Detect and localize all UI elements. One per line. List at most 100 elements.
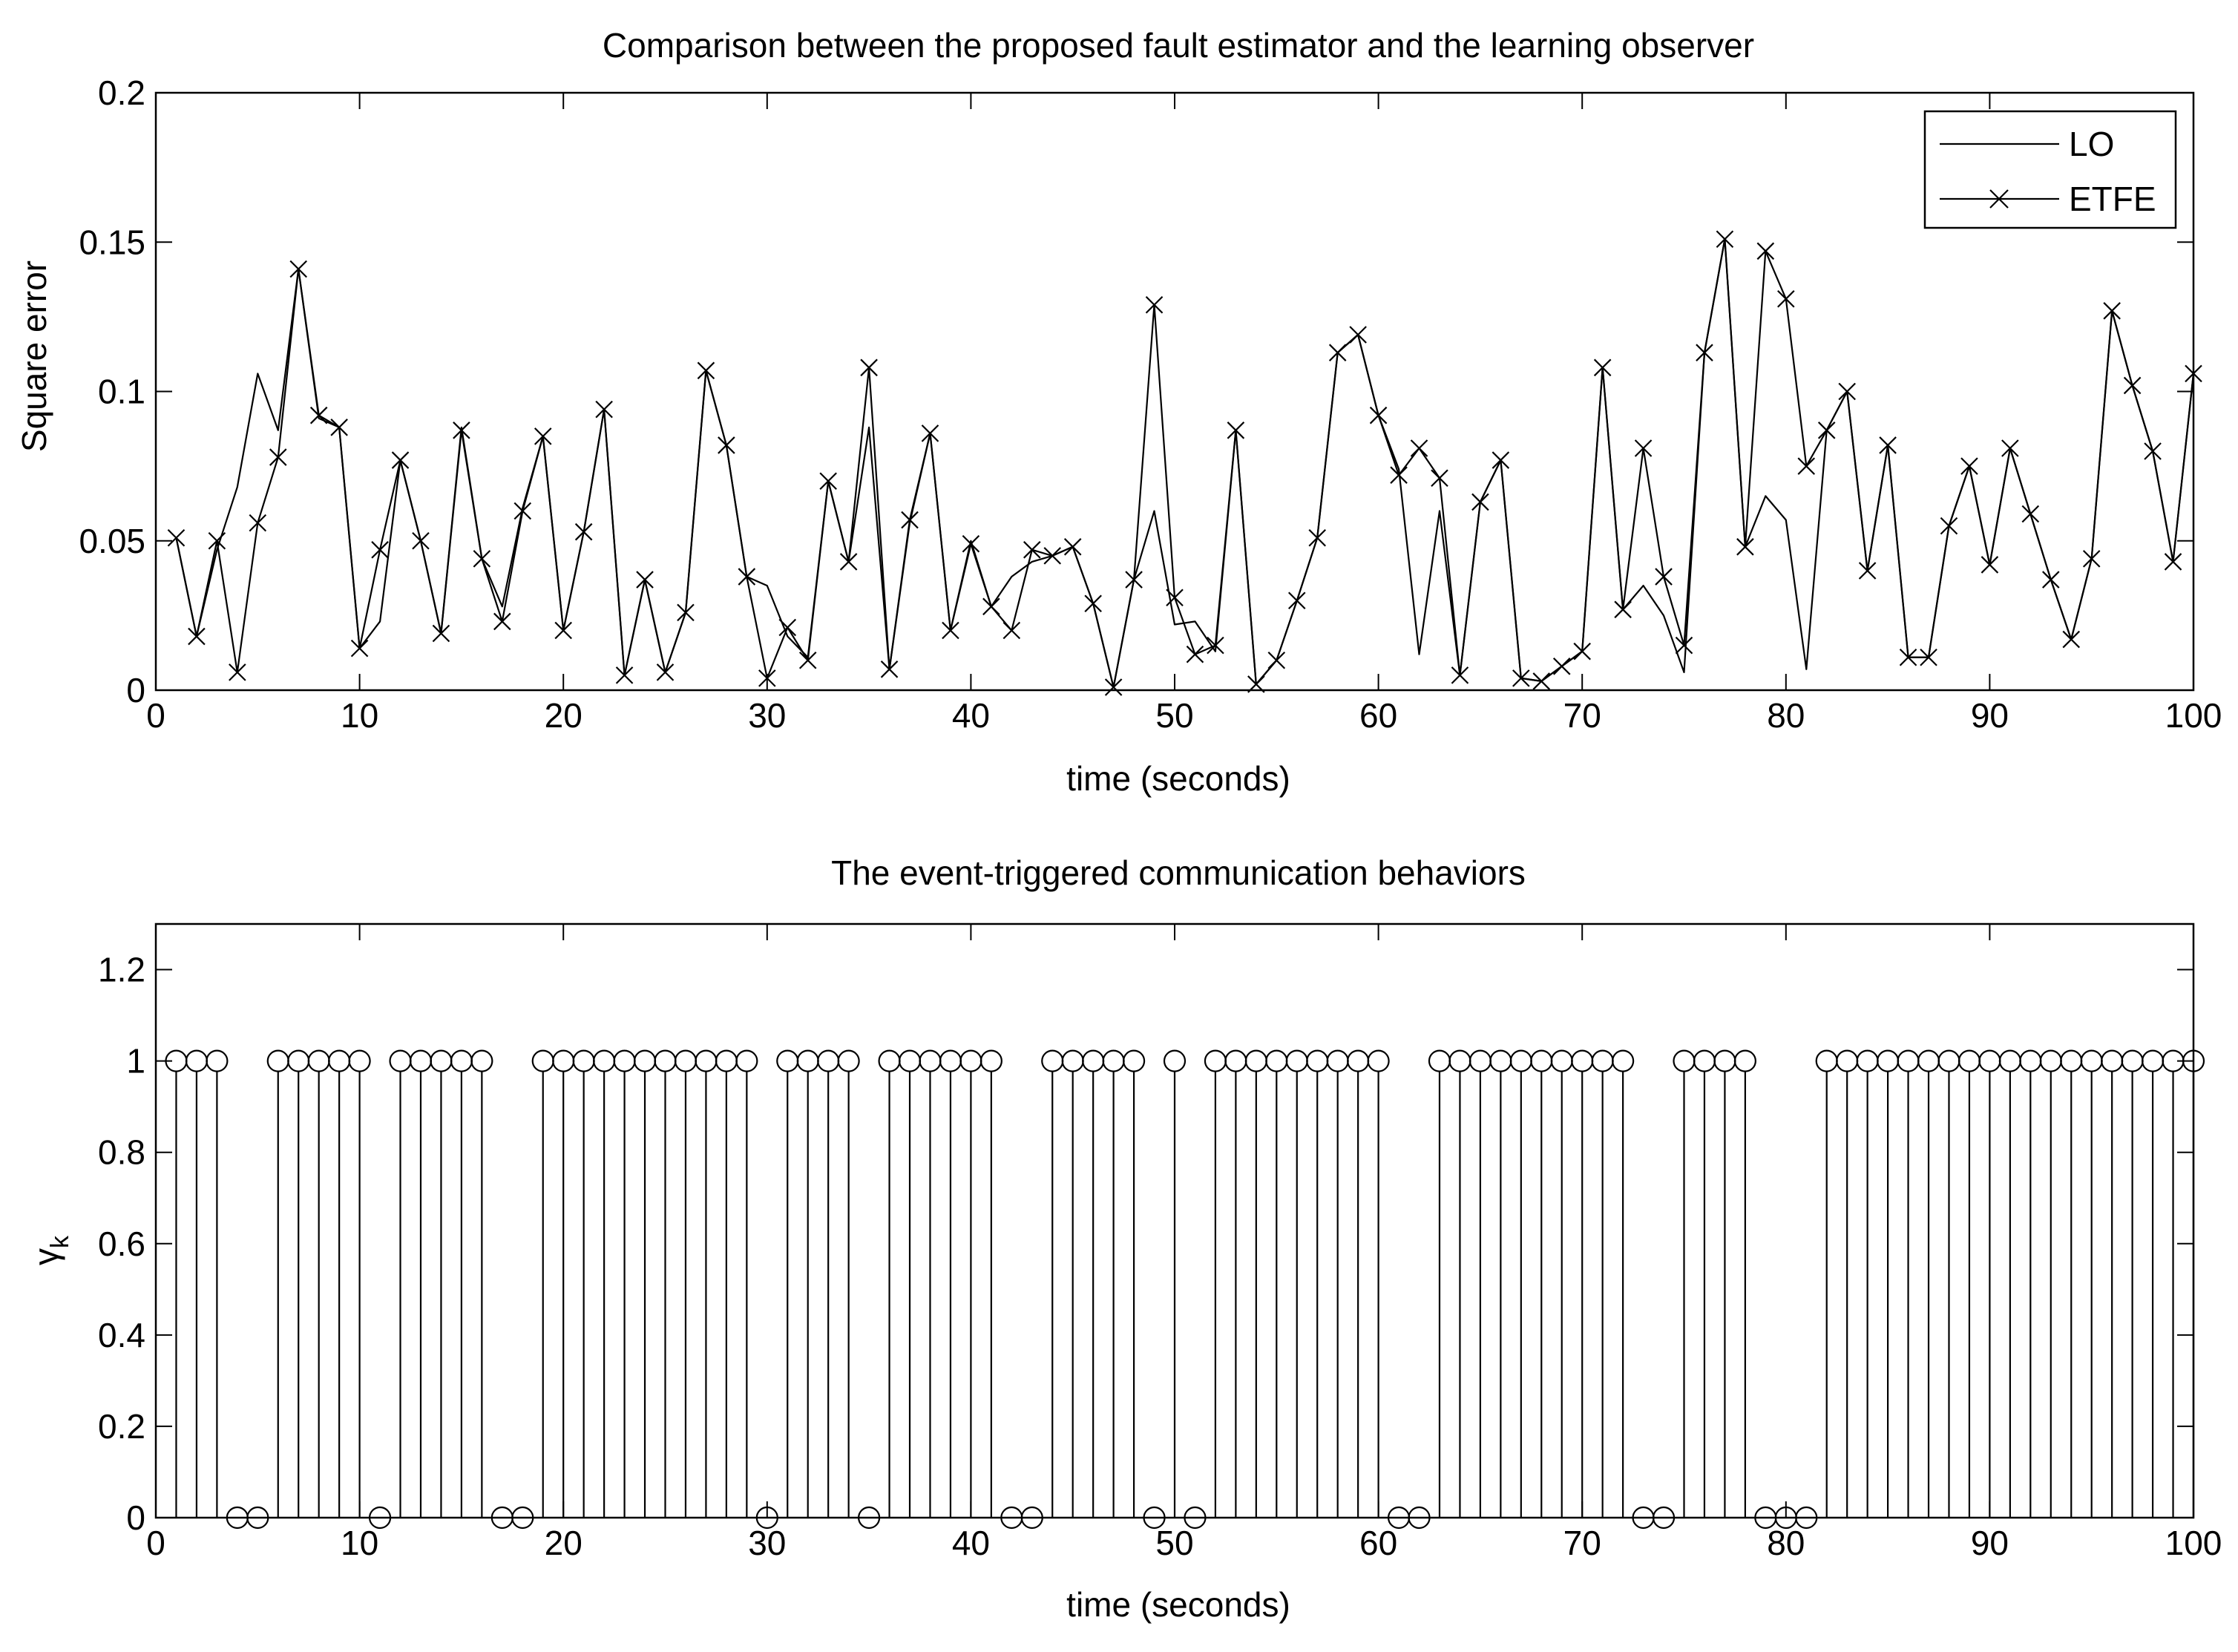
stem (2060, 1049, 2083, 1518)
stem (776, 1049, 799, 1518)
data-point-etfe (1084, 594, 1102, 613)
stem-marker (430, 1049, 453, 1072)
x-tick-label: 0 (146, 696, 165, 735)
stem (1571, 1049, 1594, 1518)
stem (1061, 1049, 1084, 1518)
stem (1244, 1049, 1267, 1518)
stem-marker (593, 1049, 616, 1072)
stem (1897, 1049, 1920, 1518)
stem-marker (633, 1049, 657, 1072)
x-tick-label: 40 (952, 696, 990, 735)
x-tick-label: 80 (1767, 696, 1805, 735)
data-point-etfe (2021, 505, 2040, 523)
stem-marker (531, 1049, 554, 1072)
stem-marker (959, 1049, 982, 1072)
y-tick-label: 0.05 (79, 522, 145, 560)
data-point-etfe (1451, 666, 1469, 684)
stem-marker (1428, 1049, 1451, 1072)
stem-marker (1082, 1049, 1105, 1072)
data-point-etfe (1471, 493, 1489, 511)
data-point-etfe (167, 528, 186, 547)
stem (328, 1049, 351, 1518)
stem (939, 1049, 962, 1518)
data-point-etfe (656, 663, 675, 681)
bottom-x-axis-label: time (seconds) (1066, 1585, 1290, 1624)
data-point-etfe (962, 534, 980, 553)
y-tick-label: 1 (126, 1042, 145, 1081)
stem-marker (979, 1049, 1002, 1072)
stem (837, 1049, 860, 1518)
data-point-etfe (1899, 648, 1917, 666)
data-point-etfe (636, 571, 654, 589)
data-point-etfe (1532, 672, 1551, 690)
stem (348, 1049, 371, 1518)
stem-marker (1978, 1049, 2001, 1072)
stem-marker (1204, 1049, 1227, 1072)
stem-marker (1591, 1049, 1614, 1072)
stem (919, 1049, 942, 1518)
svg-text:γk: γk (27, 1235, 74, 1265)
stem-marker (1815, 1049, 1838, 1072)
data-point-etfe (1634, 439, 1653, 457)
stem (735, 1049, 758, 1518)
data-point-etfe (1104, 678, 1123, 696)
error-comparison-plot: Comparison between the proposed fault es… (15, 26, 2222, 798)
legend-label-etfe: ETFE (2069, 180, 2156, 218)
stem-marker (2060, 1049, 2083, 1072)
stem-marker (1285, 1049, 1308, 1072)
data-point-etfe (718, 436, 735, 454)
stem-marker (1347, 1049, 1370, 1072)
stem (1102, 1049, 1125, 1518)
y-tick-label: 0.2 (98, 1407, 145, 1446)
stem-marker (1693, 1049, 1716, 1072)
data-point-etfe (1960, 457, 1978, 475)
data-point-etfe (1125, 571, 1143, 589)
stem (2080, 1049, 2103, 1518)
data-point-etfe (677, 603, 695, 622)
stem-marker (1877, 1049, 1900, 1072)
stem (979, 1049, 1002, 1518)
stem-marker (2080, 1049, 2103, 1072)
x-tick-label: 20 (545, 1524, 583, 1562)
legend: LO ETFE (1923, 110, 2177, 229)
stem-marker (2101, 1049, 2124, 1072)
stem-marker (1958, 1049, 1981, 1072)
stem (2101, 1049, 2124, 1518)
top-chart-title: Comparison between the proposed fault es… (603, 26, 1754, 65)
x-tick-label: 0 (146, 1524, 165, 1562)
stem (1082, 1049, 1105, 1518)
stem (1998, 1049, 2021, 1518)
stem-marker (348, 1049, 371, 1072)
stem-marker (1856, 1049, 1879, 1072)
stem (633, 1049, 657, 1518)
x-tick-label: 100 (2165, 696, 2222, 735)
data-point-etfe (1756, 242, 1775, 260)
data-point-etfe (1043, 547, 1062, 565)
stem-marker (1163, 1049, 1187, 1072)
x-tick-label: 10 (341, 696, 378, 735)
series-etfe (167, 230, 2202, 696)
stem (430, 1049, 453, 1518)
data-point-etfe (2062, 630, 2081, 649)
data-point-etfe (229, 663, 246, 681)
stem-marker (1550, 1049, 1573, 1072)
stem-marker (1367, 1049, 1390, 1072)
data-point-etfe (1593, 358, 1612, 377)
data-point-etfe (1512, 669, 1530, 687)
stem-marker (1061, 1049, 1084, 1072)
stem-marker (919, 1049, 942, 1072)
stem (1469, 1049, 1492, 1518)
bottom-chart-title: The event-triggered communication behavi… (831, 853, 1526, 892)
stem-marker (1489, 1049, 1512, 1072)
stem-marker (796, 1049, 819, 1072)
data-point-etfe (249, 514, 267, 532)
data-point-etfe (758, 669, 776, 687)
stem-marker (206, 1049, 229, 1072)
stem (1591, 1049, 1614, 1518)
legend-box (1923, 110, 2177, 229)
stem-marker (1326, 1049, 1349, 1072)
data-point-etfe (188, 627, 206, 646)
stem-marker (328, 1049, 351, 1072)
stem (1326, 1049, 1349, 1518)
data-point-etfe (473, 550, 491, 568)
